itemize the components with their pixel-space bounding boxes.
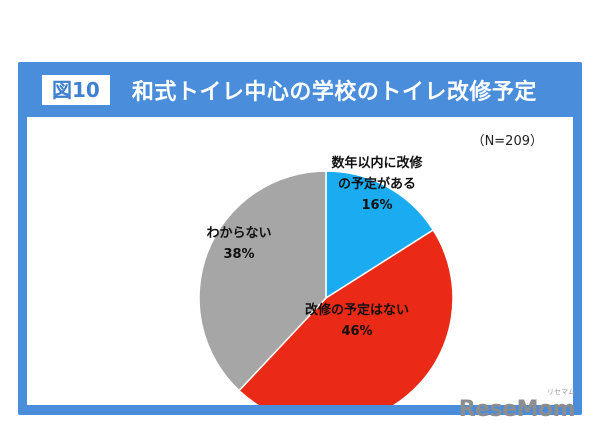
- watermark-subtext: リセマム: [547, 388, 575, 396]
- figure-number-badge: 図10: [42, 74, 110, 105]
- pie-slice-2-label: 改修の予定はない: [305, 302, 409, 318]
- pie-slice-2: [238, 228, 454, 405]
- figure-header: 図10 和式トイレ中心の学校のトイレ改修予定: [18, 62, 582, 117]
- watermark-logo: ReseMom: [458, 397, 576, 422]
- sample-size-label: （N=209）: [471, 134, 543, 149]
- pie-slice-1-label: の予定がある: [338, 176, 416, 192]
- pie-slice-1-label: 数年以内に改修: [331, 155, 423, 171]
- pie-slice-1: [325, 170, 435, 300]
- pie-slice-3: [198, 170, 327, 392]
- pie-slice-1-percent: 16%: [361, 198, 392, 213]
- pie-slice-3-label: わからない: [206, 226, 271, 241]
- pie-slice-3-percent: 38%: [223, 247, 254, 262]
- figure-frame: 図10 和式トイレ中心の学校のトイレ改修予定 （N=209） 数年以内に改修 の予…: [18, 62, 582, 415]
- chart-title: 和式トイレ中心の学校のトイレ改修予定: [131, 79, 537, 105]
- chart-panel: （N=209） 数年以内に改修 の予定がある 16% 改修の予定はない 46% わからない…: [27, 117, 573, 405]
- pie-slice-2-percent: 46%: [341, 324, 372, 339]
